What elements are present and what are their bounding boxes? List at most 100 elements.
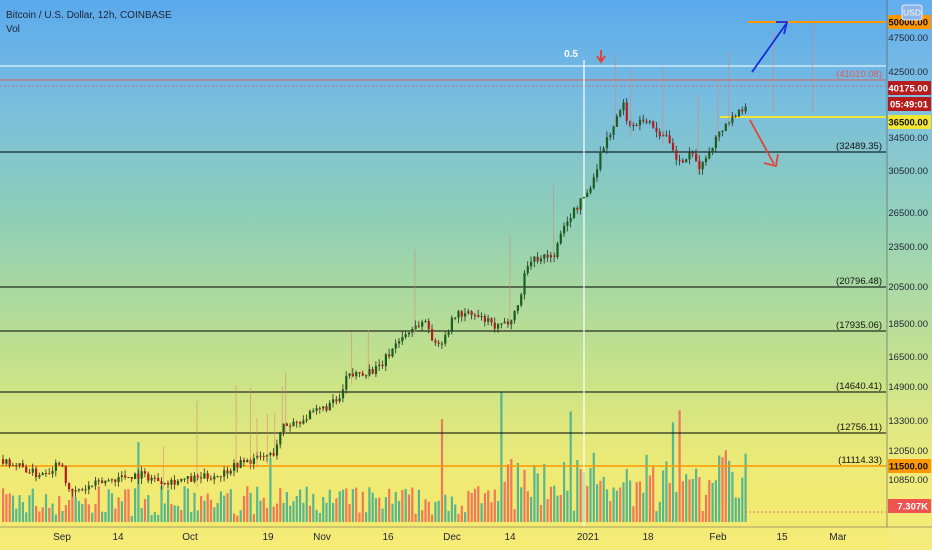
candle-body	[417, 325, 420, 327]
volume-bar	[737, 497, 741, 522]
volume-bar	[203, 500, 206, 522]
candle-body	[163, 482, 166, 484]
volume-bar	[176, 505, 180, 522]
volume-bar	[556, 495, 559, 522]
candle-body	[41, 473, 44, 476]
volume-bar	[282, 502, 285, 522]
candle-body	[658, 131, 661, 137]
volume-bar	[140, 508, 143, 522]
volume-bar	[592, 452, 595, 522]
volume-bar	[510, 459, 513, 522]
candle-body	[173, 479, 176, 485]
volume-bar	[437, 500, 440, 522]
projection-down-arrow-icon	[763, 153, 779, 168]
candle-body	[582, 197, 585, 199]
candle-body	[645, 121, 648, 123]
volume-bar	[473, 488, 477, 522]
candle-body	[206, 473, 209, 479]
time-tick-label: Nov	[313, 532, 331, 543]
volume-bar	[91, 512, 94, 522]
volume-bar	[173, 505, 176, 522]
candle-body	[493, 322, 496, 329]
price-tag-label: 05:49:01	[890, 100, 929, 111]
volume-bar	[536, 473, 539, 522]
candle-body	[625, 102, 628, 121]
candle-body	[513, 311, 516, 321]
candle-body	[635, 125, 638, 127]
candle-body	[691, 152, 694, 154]
candle-body	[269, 453, 272, 456]
candle-body	[186, 476, 189, 479]
candle-body	[533, 256, 536, 262]
time-axis[interactable]	[0, 527, 932, 550]
price-tick-label: 30500.00	[888, 166, 928, 177]
candle-body	[718, 131, 721, 137]
candle-body	[147, 473, 150, 481]
volume-bar	[734, 497, 737, 522]
candle-body	[592, 177, 595, 189]
volume-bar	[477, 486, 480, 522]
volume-bar	[153, 512, 156, 522]
candle-body	[431, 329, 434, 341]
candle-body	[209, 478, 213, 480]
candle-body	[704, 158, 708, 163]
volume-bar	[180, 510, 183, 522]
volume-bar	[246, 486, 249, 522]
volume-bar	[401, 490, 404, 522]
volume-bar	[97, 486, 100, 522]
volume-bar	[127, 489, 130, 522]
volume-bar	[602, 477, 605, 522]
volume-bar	[530, 496, 533, 522]
candle-body	[506, 321, 510, 325]
volume-bar	[5, 494, 8, 522]
volume-bar	[648, 475, 651, 522]
candle-body	[361, 373, 364, 376]
candle-body	[589, 188, 592, 193]
volume-bar	[328, 489, 331, 522]
candle-body	[695, 153, 698, 161]
candle-body	[503, 321, 506, 324]
volume-bar	[612, 487, 615, 522]
volume-bar	[526, 491, 529, 522]
candle-body	[563, 225, 566, 234]
time-tick-label: Feb	[709, 532, 727, 543]
price-tag	[888, 459, 931, 473]
volume-indicator-label: Vol	[6, 24, 20, 35]
candle-body	[170, 479, 173, 485]
candle-body	[411, 329, 414, 333]
candle-body	[117, 477, 120, 482]
volume-bar	[256, 486, 259, 522]
volume-bar	[589, 468, 592, 522]
volume-bar	[365, 512, 368, 522]
volume-bar	[411, 487, 414, 522]
level-label: (11114.33)	[838, 455, 882, 466]
volume-bar	[262, 497, 265, 522]
currency-button[interactable]	[901, 4, 923, 21]
volume-bar	[708, 480, 711, 522]
volume-bar	[487, 490, 490, 522]
volume-bar	[272, 506, 275, 522]
candle-body	[338, 398, 341, 402]
candle-body	[497, 324, 500, 329]
volume-bar	[299, 489, 302, 522]
volume-bar	[394, 491, 397, 522]
volume-bar	[252, 514, 255, 522]
volume-bar	[744, 453, 747, 522]
candle-body	[295, 421, 298, 423]
volume-bar	[110, 493, 114, 522]
volume-bar	[711, 482, 714, 522]
volume-bar	[506, 464, 510, 522]
price-tick-label: 42500.00	[888, 67, 928, 78]
currency-button-label: USD	[903, 8, 921, 18]
candle-body	[365, 375, 368, 377]
volume-bar	[533, 465, 536, 522]
candle-body	[48, 473, 51, 475]
candle-body	[114, 479, 117, 482]
candle-body	[467, 311, 470, 314]
volume-bar	[655, 511, 658, 522]
volume-bar	[675, 492, 678, 522]
price-tick-label: 16500.00	[888, 352, 928, 363]
candle-body	[140, 471, 143, 479]
candle-body	[5, 459, 8, 464]
